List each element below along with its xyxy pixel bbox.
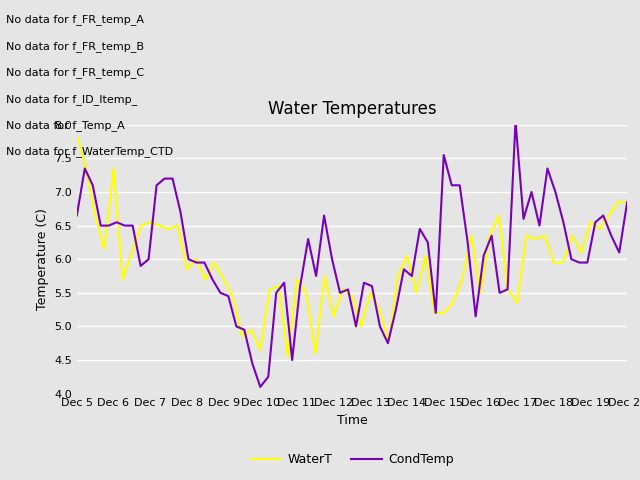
CondTemp bbox=[312, 273, 320, 279]
Line: CondTemp: CondTemp bbox=[77, 121, 627, 387]
WaterT bbox=[559, 260, 567, 265]
CondTemp bbox=[257, 384, 264, 390]
WaterT bbox=[284, 354, 292, 360]
WaterT bbox=[202, 276, 209, 282]
CondTemp bbox=[623, 199, 631, 205]
Text: No data for f_FR_temp_C: No data for f_FR_temp_C bbox=[6, 67, 145, 78]
Title: Water Temperatures: Water Temperatures bbox=[268, 100, 436, 118]
CondTemp bbox=[384, 340, 392, 346]
Text: No data for f_ID_Itemp_: No data for f_ID_Itemp_ bbox=[6, 94, 138, 105]
WaterT bbox=[412, 290, 420, 296]
WaterT bbox=[183, 266, 191, 272]
CondTemp bbox=[145, 256, 152, 262]
Y-axis label: Temperature (C): Temperature (C) bbox=[36, 208, 49, 310]
WaterT bbox=[73, 132, 81, 138]
Text: No data for f_Temp_A: No data for f_Temp_A bbox=[6, 120, 125, 131]
Legend: WaterT, CondTemp: WaterT, CondTemp bbox=[245, 448, 459, 471]
CondTemp bbox=[73, 213, 81, 218]
X-axis label: Time: Time bbox=[337, 414, 367, 427]
Text: No data for f_FR_temp_A: No data for f_FR_temp_A bbox=[6, 14, 145, 25]
CondTemp bbox=[512, 119, 520, 124]
WaterT bbox=[266, 287, 273, 292]
CondTemp bbox=[200, 260, 208, 265]
Text: No data for f_FR_temp_B: No data for f_FR_temp_B bbox=[6, 41, 145, 52]
CondTemp bbox=[241, 327, 248, 333]
Text: No data for f_WaterTemp_CTD: No data for f_WaterTemp_CTD bbox=[6, 146, 173, 157]
WaterT bbox=[623, 199, 631, 205]
WaterT bbox=[376, 307, 383, 312]
CondTemp bbox=[559, 219, 567, 225]
Line: WaterT: WaterT bbox=[77, 135, 627, 357]
